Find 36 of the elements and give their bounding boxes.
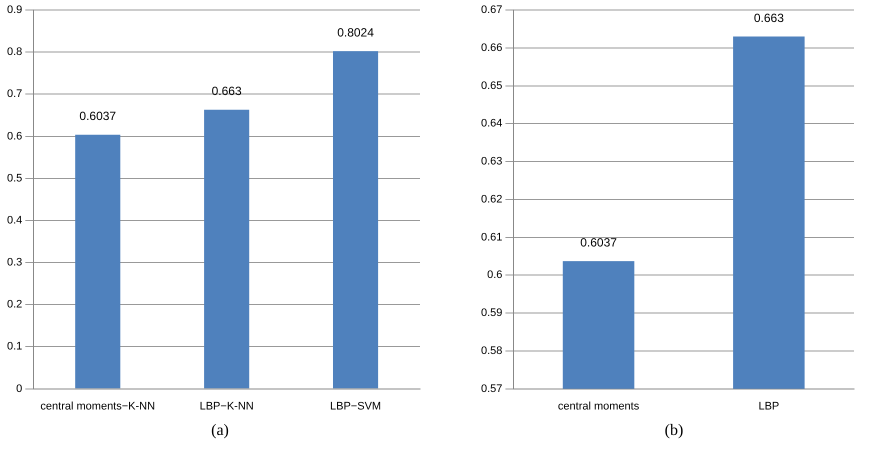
- text: (a): [210, 422, 230, 440]
- y-tick-label: 0.6: [6, 130, 22, 142]
- data-label: 0.663: [212, 84, 242, 98]
- y-tick-label: 0.5: [6, 172, 22, 184]
- y-tick-label: 0.65: [480, 80, 502, 92]
- y-tick-label: 0.6: [487, 269, 502, 282]
- x-tick-label: LBP−SVM: [330, 400, 382, 412]
- y-tick-label: 0.57: [480, 382, 502, 395]
- y-tick-label: 0.63: [480, 156, 502, 168]
- y-tick-label: 0.4: [6, 214, 22, 226]
- data-label: 0.8024: [337, 25, 374, 40]
- y-tick-label: 0.59: [480, 307, 502, 320]
- x-tick-label: central moments−K-NN: [40, 400, 156, 412]
- y-tick-label: 0.64: [480, 118, 502, 130]
- y-tick-label: 0.3: [6, 256, 22, 269]
- x-tick-label: central moments: [558, 400, 640, 412]
- y-tick-label: 0.2: [6, 298, 22, 311]
- y-tick-label: 0.61: [480, 231, 502, 244]
- data-label: 0.6037: [580, 235, 618, 250]
- y-tick-label: 0: [16, 382, 22, 395]
- y-tick-label: 0.58: [480, 344, 502, 357]
- bar: [204, 110, 250, 388]
- x-tick-label: LBP: [758, 400, 780, 412]
- y-tick-label: 0.66: [480, 42, 502, 54]
- bar: [332, 51, 378, 388]
- data-label: 0.6037: [79, 109, 116, 124]
- y-tick-label: 0.9: [6, 4, 22, 16]
- y-tick-label: 0.1: [6, 340, 22, 353]
- x-tick-label: LBP−K-NN: [200, 400, 254, 412]
- y-tick-label: 0.67: [480, 4, 502, 16]
- bar: [75, 134, 120, 388]
- y-tick-label: 0.7: [6, 88, 22, 100]
- text: (b): [664, 422, 684, 440]
- data-label: 0.663: [754, 10, 784, 25]
- y-tick-label: 0.8: [6, 46, 22, 58]
- y-tick-label: 0.62: [480, 193, 502, 206]
